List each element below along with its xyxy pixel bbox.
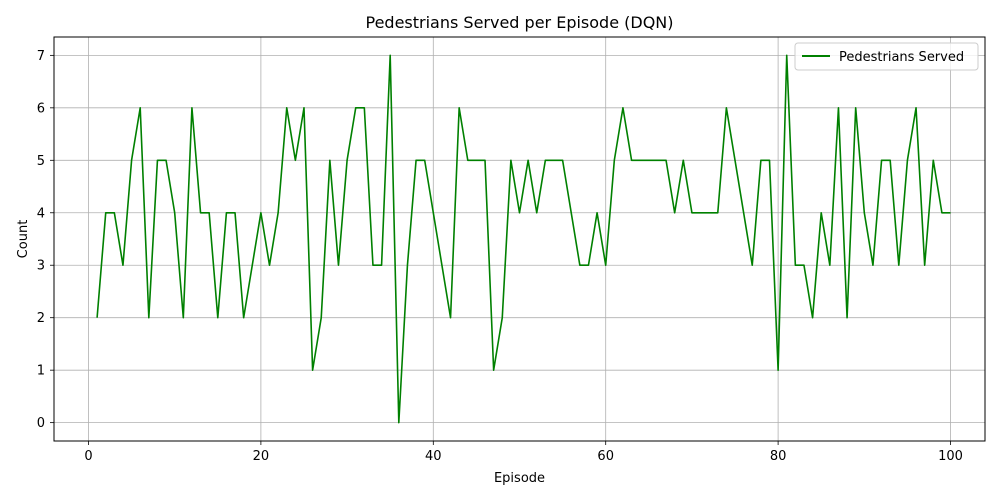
y-tick-label: 5 bbox=[37, 154, 45, 169]
x-axis-label: Episode bbox=[494, 471, 545, 486]
y-tick-label: 7 bbox=[37, 49, 45, 64]
x-tick-label: 0 bbox=[84, 449, 92, 464]
x-tick-label: 100 bbox=[938, 449, 963, 464]
legend-entry-pedestrians-served: Pedestrians Served bbox=[839, 50, 964, 65]
y-tick-label: 4 bbox=[37, 206, 45, 221]
x-tick-label: 80 bbox=[770, 449, 787, 464]
y-tick-label: 2 bbox=[37, 311, 45, 326]
x-tick-label: 40 bbox=[425, 449, 442, 464]
x-tick-label: 20 bbox=[253, 449, 270, 464]
y-axis-label: Count bbox=[16, 220, 31, 259]
y-tick-label: 6 bbox=[37, 101, 45, 116]
legend: Pedestrians Served bbox=[794, 42, 979, 71]
plot-frame bbox=[53, 36, 986, 442]
x-axis-ticks: 0 20 40 60 80 100 bbox=[84, 441, 963, 464]
y-axis-ticks: 0 1 2 3 4 5 6 7 bbox=[37, 49, 54, 431]
legend-box bbox=[794, 42, 979, 71]
chart-title: Pedestrians Served per Episode (DQN) bbox=[365, 13, 673, 32]
series-line-pedestrians-served bbox=[96, 54, 951, 424]
x-tick-label: 60 bbox=[597, 449, 614, 464]
series-layer bbox=[96, 54, 951, 424]
y-tick-label: 1 bbox=[37, 364, 45, 379]
y-tick-label: 3 bbox=[37, 259, 45, 274]
y-tick-label: 0 bbox=[37, 416, 45, 431]
